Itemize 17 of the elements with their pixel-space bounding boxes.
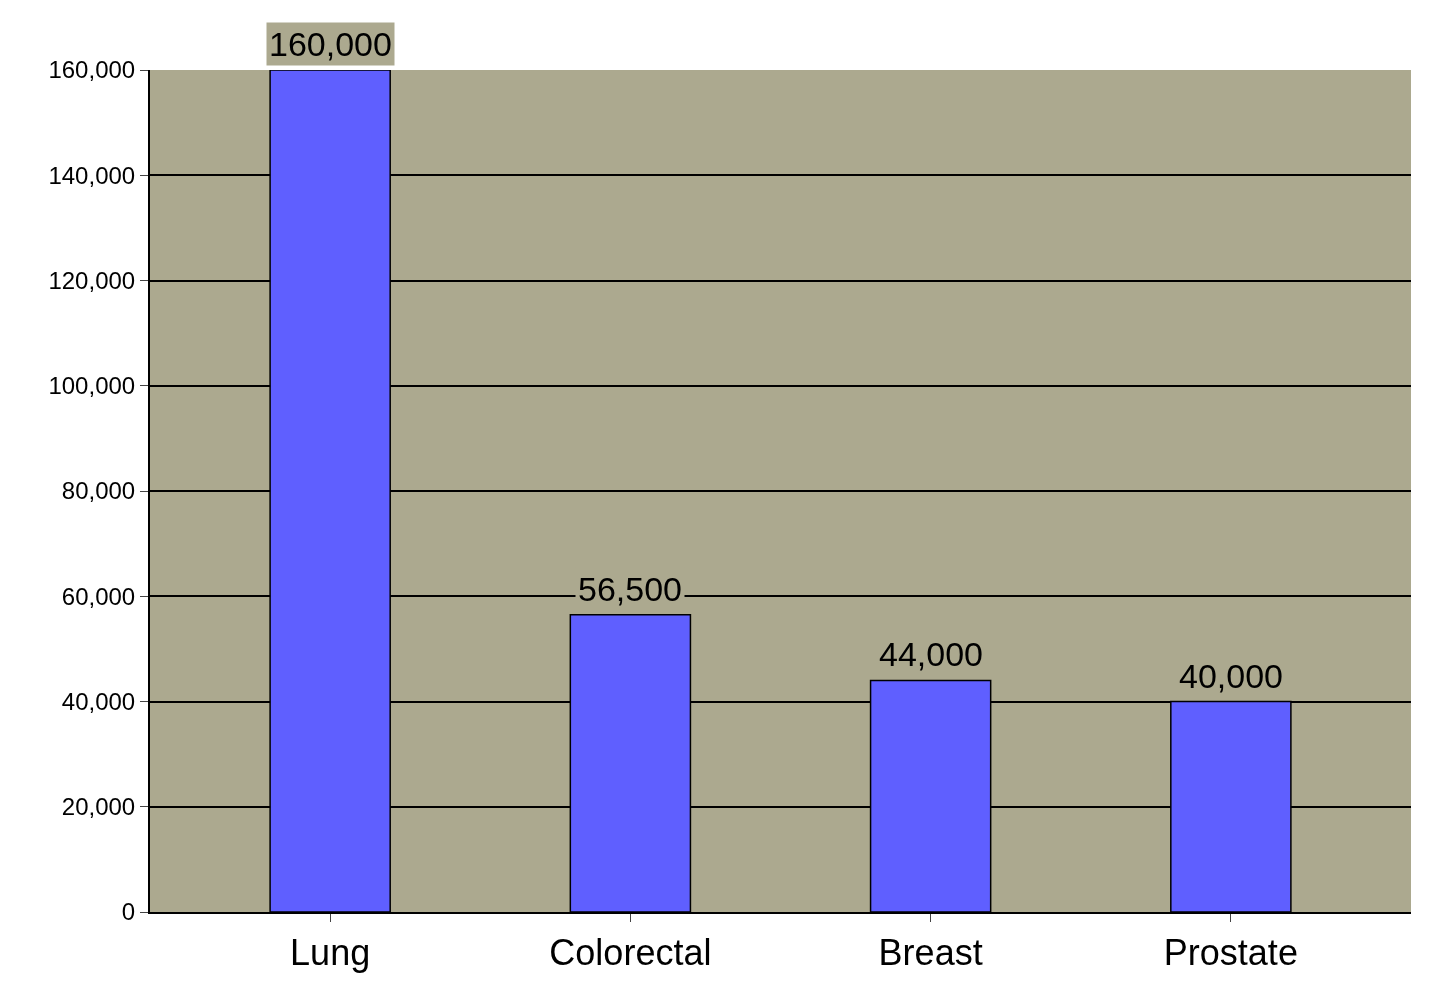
data-label: 160,000 xyxy=(269,25,392,63)
y-tick-label: 80,000 xyxy=(61,477,136,505)
x-tick-label: Prostate xyxy=(1163,932,1298,974)
y-tick-label: 40,000 xyxy=(61,687,136,715)
y-tick-label: 120,000 xyxy=(48,266,136,294)
y-tick-label: 20,000 xyxy=(61,793,136,821)
data-label: 40,000 xyxy=(1179,657,1283,695)
x-tick-label: Lung xyxy=(290,932,371,974)
y-tick-label: 0 xyxy=(121,898,136,926)
x-tick-label: Breast xyxy=(878,932,983,974)
y-tick-label: 160,000 xyxy=(48,56,136,84)
data-label: 56,500 xyxy=(578,570,682,608)
data-label: 44,000 xyxy=(879,635,983,673)
y-tick-label: 60,000 xyxy=(61,582,136,610)
y-tick-label: 140,000 xyxy=(48,161,136,189)
y-tick-label: 100,000 xyxy=(48,372,136,400)
x-tick-label: Colorectal xyxy=(549,932,712,974)
